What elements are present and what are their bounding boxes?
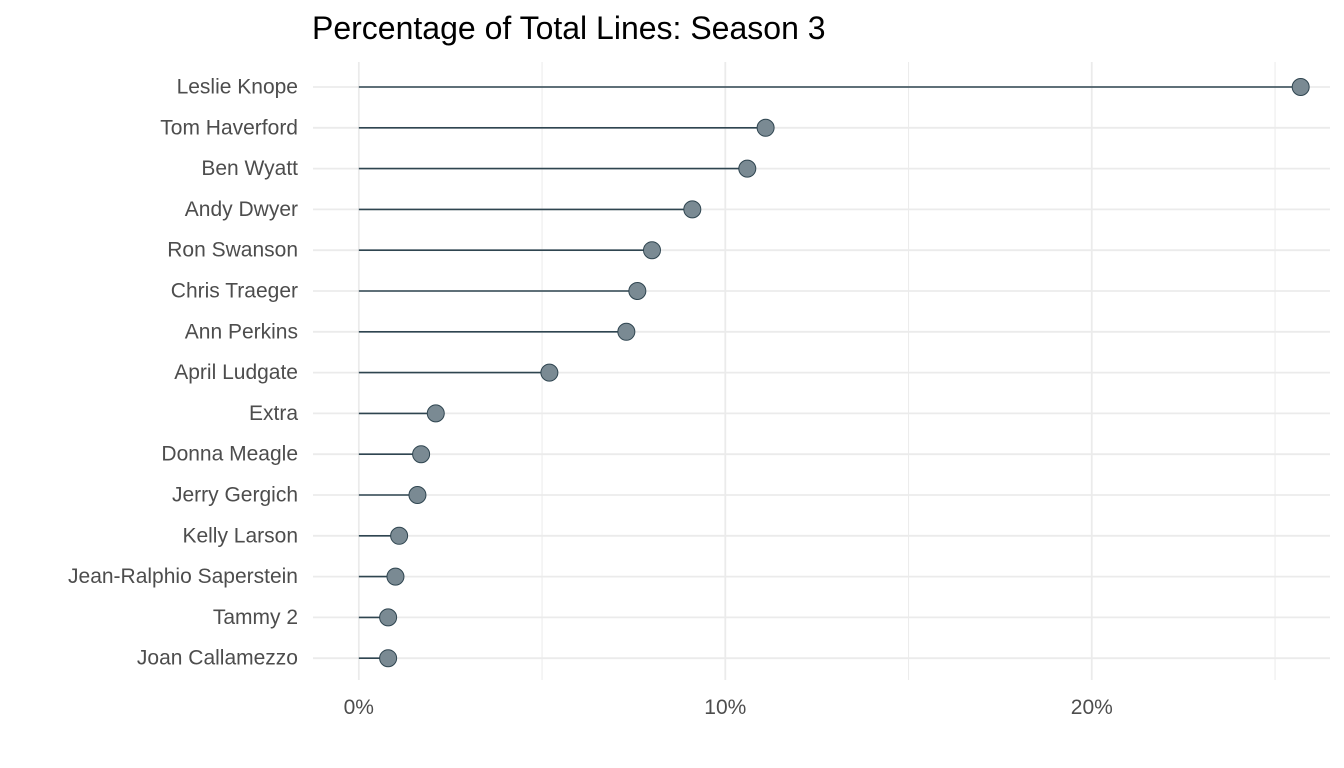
lollipop-point [756,118,775,137]
y-axis-labels: Leslie Knope Tom Haverford Ben Wyatt Andy D… [68,76,298,670]
lollipop-point [426,404,445,423]
grid-layer [313,62,1330,680]
chart-title: Percentage of Total Lines: Season 3 [312,10,826,46]
y-tick-label: Ron Swanson [167,239,298,262]
y-tick-label: Ann Perkins [185,320,298,343]
y-tick-label: Chris Traeger [171,280,298,303]
y-tick-label: Tammy 2 [213,606,298,629]
x-tick-label: 0% [344,696,374,719]
y-tick-label: Kelly Larson [182,524,298,547]
y-tick-label: Joan Callamezzo [137,647,298,670]
y-tick-label: Jerry Gergich [172,484,298,507]
lollipop-point [379,608,398,627]
y-tick-label: April Ludgate [174,361,298,384]
y-tick-label: Tom Haverford [160,116,298,139]
x-tick-label: 20% [1071,696,1113,719]
y-tick-label: Donna Meagle [161,443,298,466]
lollipop-point [738,159,757,178]
y-tick-label: Leslie Knope [177,76,298,99]
y-tick-label: Extra [249,402,298,425]
lollipop-point [1291,78,1310,96]
x-tick-label: 10% [704,696,746,719]
lollipop-point [379,649,398,668]
lollipop-point [412,445,431,464]
lollipop-point [540,363,559,382]
lollipop-point [386,567,405,586]
lollipop-point [390,526,409,545]
lollipop-point [628,282,647,300]
lollipop-point [643,241,661,260]
lollipop-point [617,322,636,341]
lollipop-point [683,200,702,219]
point-layer [379,78,1310,668]
lollipop-point [408,486,427,504]
y-tick-label: Ben Wyatt [201,157,298,180]
y-tick-label: Andy Dwyer [185,198,298,221]
x-axis-labels: 0% 10% 20% [344,696,1113,719]
y-tick-label: Jean-Ralphio Saperstein [68,565,298,588]
